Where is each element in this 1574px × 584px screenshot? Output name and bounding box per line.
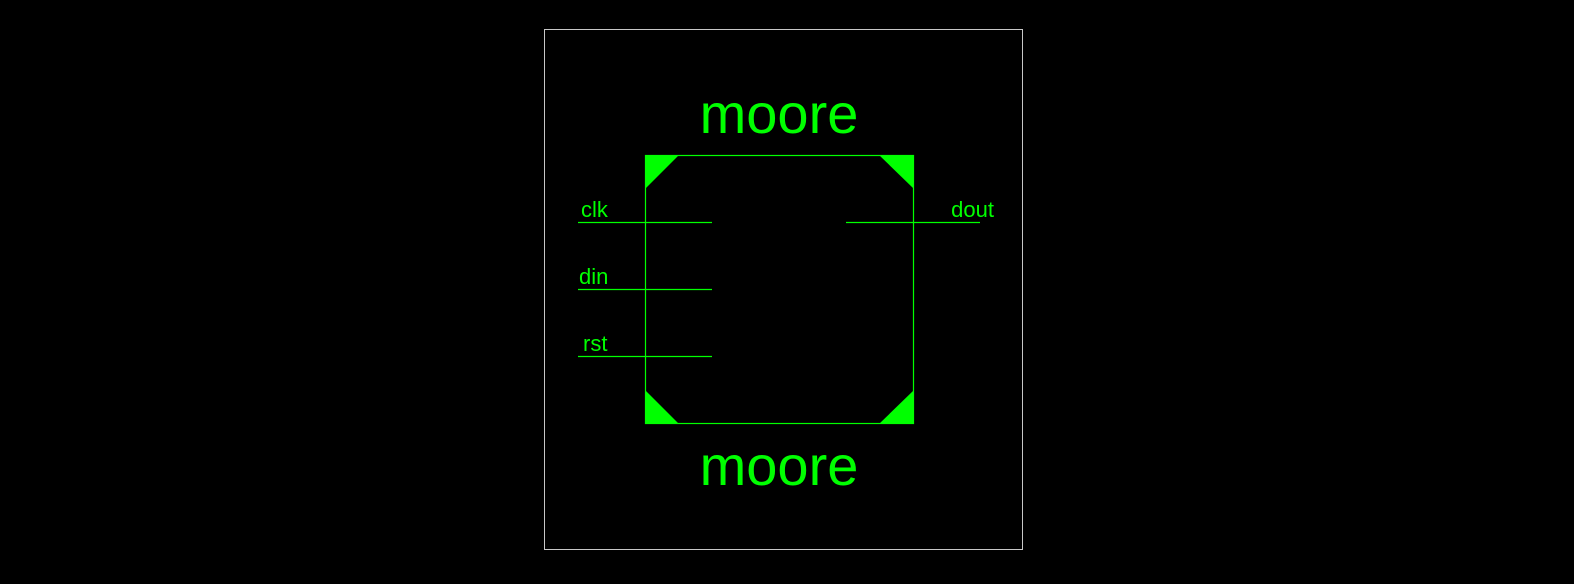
corner-marker-top-right <box>879 155 914 189</box>
corner-marker-bottom-left <box>645 390 679 424</box>
port-label-din: din <box>579 264 608 289</box>
sheet-frame <box>544 29 1023 550</box>
port-label-rst: rst <box>583 331 607 356</box>
cell-name-label: moore <box>700 82 859 145</box>
output-port-dout[interactable]: dout <box>846 197 994 224</box>
port-label-clk: clk <box>581 197 609 222</box>
input-port-rst[interactable]: rst <box>578 331 712 358</box>
input-port-din[interactable]: din <box>578 264 712 291</box>
corner-marker-bottom-right <box>879 390 914 424</box>
input-port-clk[interactable]: clk <box>578 197 712 224</box>
instance-name-label: moore <box>700 434 859 497</box>
corner-marker-top-left <box>645 155 679 189</box>
port-label-dout: dout <box>951 197 994 222</box>
